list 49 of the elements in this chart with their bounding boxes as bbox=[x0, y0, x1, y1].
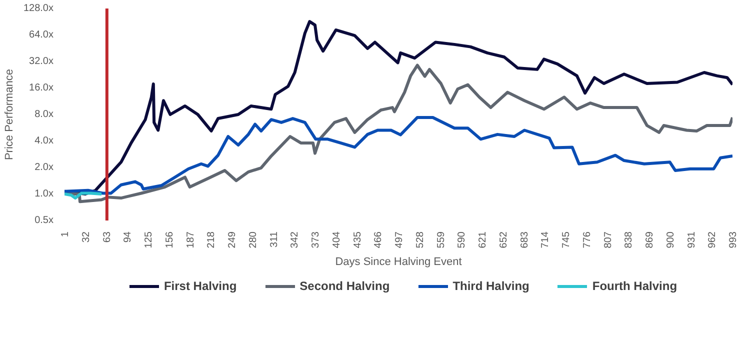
y-tick-label: 0.5x bbox=[34, 215, 54, 226]
x-tick-label: 900 bbox=[665, 231, 676, 248]
x-tick-label: 63 bbox=[102, 231, 113, 243]
y-axis-title: Price Performance bbox=[3, 68, 16, 160]
x-tick-label: 683 bbox=[519, 231, 530, 248]
x-tick-label: 869 bbox=[644, 231, 656, 248]
x-tick-label: 590 bbox=[456, 231, 468, 248]
x-tick-label: 621 bbox=[478, 231, 488, 248]
x-tick-label: 94 bbox=[122, 231, 134, 243]
x-tick-label: 435 bbox=[352, 231, 364, 248]
x-tick-label: 807 bbox=[602, 231, 614, 248]
x-tick-label: 125 bbox=[144, 231, 154, 248]
x-tick-label: 528 bbox=[414, 231, 426, 248]
x-tick-label: 559 bbox=[436, 231, 447, 248]
y-tick-label: 128.0x bbox=[23, 3, 54, 14]
x-tick-label: 404 bbox=[331, 231, 342, 248]
legend-label: Fourth Halving bbox=[592, 279, 678, 293]
x-tick-label: 714 bbox=[540, 231, 552, 248]
x-tick-label: 497 bbox=[394, 231, 405, 248]
x-tick-label: 1 bbox=[60, 231, 71, 238]
x-tick-label: 342 bbox=[290, 231, 301, 248]
x-tick-label: 280 bbox=[248, 231, 259, 248]
y-tick-label: 2.0x bbox=[34, 162, 54, 173]
x-tick-label: 466 bbox=[373, 231, 384, 248]
legend-label: First Halving bbox=[164, 279, 237, 293]
x-tick-label: 745 bbox=[561, 231, 572, 248]
y-tick-label: 32.0x bbox=[29, 56, 54, 67]
x-tick-label: 838 bbox=[624, 231, 635, 248]
x-tick-label: 931 bbox=[686, 231, 698, 248]
x-tick-label: 993 bbox=[728, 231, 739, 248]
legend-label: Second Halving bbox=[300, 279, 390, 293]
y-tick-label: 64.0x bbox=[29, 30, 54, 40]
x-tick-label: 962 bbox=[707, 231, 718, 248]
y-tick-label: 4.0x bbox=[34, 136, 54, 146]
y-tick-label: 8.0x bbox=[34, 109, 54, 120]
x-tick-label: 249 bbox=[227, 231, 238, 248]
x-tick-label: 776 bbox=[582, 231, 593, 248]
y-tick-label: 16.0x bbox=[29, 82, 54, 94]
line-series bbox=[64, 116, 732, 195]
y-tick-label: 1.0x bbox=[34, 188, 54, 200]
x-tick-label: 187 bbox=[185, 231, 196, 248]
x-tick-label: 218 bbox=[206, 231, 218, 248]
x-axis-title: Days Since Halving Event bbox=[335, 256, 462, 268]
x-tick-label: 373 bbox=[310, 231, 322, 248]
x-tick-label: 156 bbox=[164, 231, 176, 248]
x-tick-label: 311 bbox=[268, 231, 280, 248]
x-tick-label: 652 bbox=[498, 231, 510, 248]
x-tick-label: 32 bbox=[80, 231, 92, 243]
legend-label: Third Halving bbox=[452, 279, 530, 293]
